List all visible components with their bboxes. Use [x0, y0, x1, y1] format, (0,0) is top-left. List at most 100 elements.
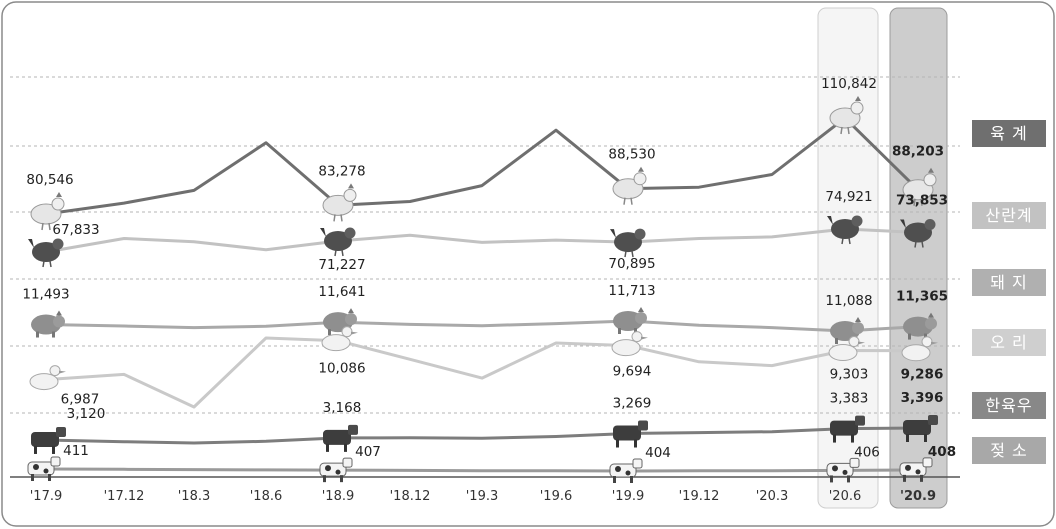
data-label-broiler: 83,278 [318, 163, 365, 179]
duck-icon [321, 326, 358, 352]
pig-icon [31, 310, 65, 338]
legend-item-layer: 산란계 [972, 202, 1046, 229]
series-dairy_cattle: 411 407 404 406 408 [45, 443, 956, 473]
legend-item-dairy_cattle: 젖 소 [972, 437, 1046, 464]
series-line-broiler [45, 116, 920, 216]
data-label-broiler: 88,203 [892, 144, 944, 160]
legend-label: 돼 지 [990, 273, 1028, 292]
data-label-korean_cattle: 3,396 [901, 390, 944, 406]
data-label-layer: 74,921 [825, 189, 872, 205]
dairy-cow-icon [319, 457, 353, 483]
highlight-column-2020-06 [817, 7, 879, 509]
x-tick-label: '18.6 [250, 489, 283, 504]
highlight-column-2020-09 [889, 7, 948, 509]
data-label-broiler: 110,842 [821, 76, 877, 92]
legend-swatch [972, 202, 1046, 229]
series-line-pig [45, 319, 919, 333]
data-label-layer: 70,895 [608, 256, 655, 272]
duck-icon [29, 365, 66, 391]
data-label-broiler: 80,546 [26, 172, 73, 188]
legend-swatch [972, 437, 1046, 464]
x-tick-label: '20.6 [829, 489, 862, 504]
dairy-cow-icon [826, 457, 860, 483]
data-label-duck: 10,086 [318, 361, 365, 377]
chicken-icon [30, 192, 65, 231]
data-label-dairy_cattle: 411 [63, 443, 89, 459]
hen-icon [827, 215, 863, 245]
series-line-dairy_cattle [45, 467, 919, 473]
x-tick-label: '18.12 [390, 489, 431, 504]
dairy-cow-icon [609, 458, 643, 483]
legend-swatch [972, 269, 1046, 296]
data-label-broiler: 88,530 [608, 147, 655, 163]
legend-label: 육 계 [990, 124, 1028, 143]
data-label-korean_cattle: 3,168 [323, 400, 362, 416]
x-tick-label: '18.3 [178, 489, 211, 504]
legend-item-korean_cattle: 한육우 [972, 392, 1046, 419]
series-line-duck [45, 336, 919, 409]
series-broiler: 80,546 83,278 88,530 110,842 88,203 [26, 76, 944, 216]
x-tick-label: '18.9 [322, 489, 355, 504]
series-korean_cattle: 3,120 3,168 3,269 3,383 3,396 [45, 390, 944, 445]
data-label-dairy_cattle: 407 [355, 444, 381, 460]
x-tick-label: '20.9 [900, 489, 936, 504]
data-label-duck: 6,987 [61, 392, 100, 408]
legend-swatch [972, 120, 1046, 147]
x-tick-label: '19.3 [466, 489, 499, 504]
duck-icon [611, 331, 648, 357]
x-tick-label: '17.9 [30, 489, 63, 504]
data-label-korean_cattle: 3,269 [613, 396, 652, 412]
hen-icon [900, 218, 936, 248]
legend-item-pig: 돼 지 [972, 269, 1046, 296]
chicken-icon [829, 96, 864, 135]
cow-icon [830, 415, 865, 443]
cow-icon [613, 420, 648, 448]
series-line-layer [45, 227, 919, 254]
data-label-layer: 73,853 [896, 192, 948, 208]
legend-swatch [972, 392, 1046, 419]
chicken-icon [612, 166, 647, 205]
data-label-dairy_cattle: 404 [645, 445, 671, 461]
cow-icon [31, 426, 66, 454]
legend-label: 오 리 [990, 333, 1028, 352]
data-label-pig: 11,365 [896, 289, 948, 305]
legend-label: 산란계 [985, 206, 1032, 225]
data-label-dairy_cattle: 408 [928, 444, 956, 460]
dairy-cow-icon [899, 457, 933, 482]
x-tick-label: '17.12 [104, 489, 145, 504]
pig-icon [613, 307, 647, 334]
dairy-cow-icon [27, 456, 61, 481]
legend-label: 한육우 [985, 396, 1032, 415]
hen-icon [28, 238, 64, 268]
duck-icon [828, 336, 865, 362]
series-pig: 11,493 11,641 11,713 11,088 11,365 [22, 283, 948, 333]
data-label-korean_cattle: 3,383 [830, 391, 869, 407]
data-label-layer: 67,833 [52, 222, 99, 238]
x-tick-label: '20.3 [756, 489, 789, 504]
data-label-pig: 11,713 [608, 283, 655, 299]
data-label-pig: 11,493 [22, 287, 69, 303]
data-label-duck: 9,286 [901, 367, 944, 383]
data-label-duck: 9,303 [830, 367, 869, 383]
chicken-icon [902, 167, 937, 206]
legend-item-broiler: 육 계 [972, 120, 1046, 147]
chicken-icon [322, 183, 357, 222]
data-label-korean_cattle: 3,120 [67, 406, 106, 422]
cow-icon [323, 424, 358, 452]
duck-icon [901, 336, 938, 362]
hen-icon [320, 227, 356, 257]
legend-item-duck: 오 리 [972, 329, 1046, 356]
data-label-duck: 9,694 [613, 364, 652, 380]
legend-label: 젖 소 [990, 441, 1028, 460]
data-label-dairy_cattle: 406 [854, 444, 880, 460]
data-label-layer: 71,227 [318, 257, 365, 273]
series-layer: 67,833 71,227 70,895 74,921 73,853 [45, 189, 948, 273]
series-line-korean_cattle [45, 426, 919, 445]
hen-icon [610, 228, 646, 258]
legend-swatch [972, 329, 1046, 356]
x-tick-label: '19.6 [540, 489, 573, 504]
data-label-pig: 11,641 [318, 284, 365, 300]
